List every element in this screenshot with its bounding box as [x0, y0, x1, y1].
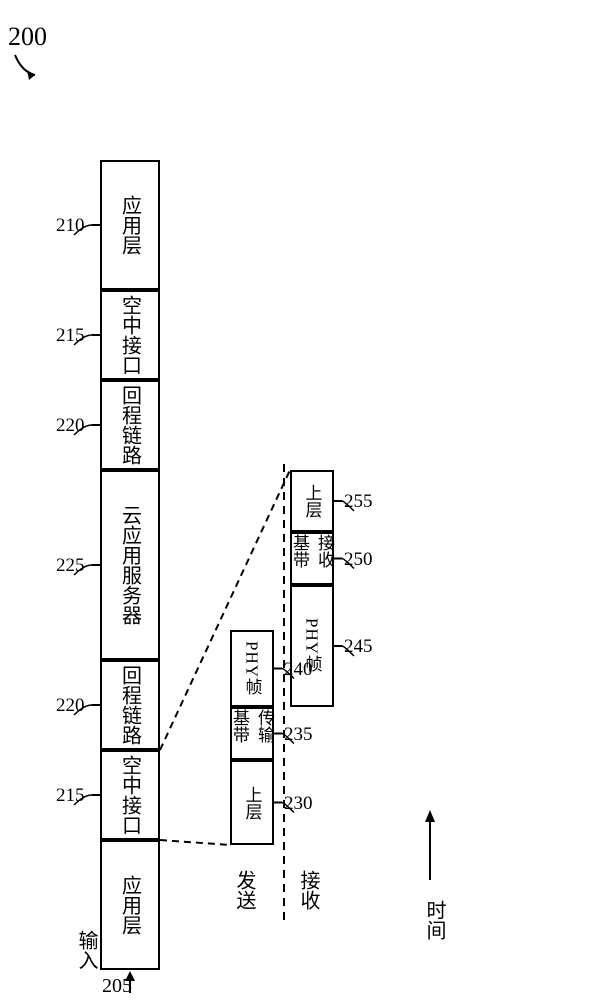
input-ref: 205 [102, 975, 132, 998]
box: PHY帧 [230, 630, 274, 707]
input-label-text: 输入 [75, 930, 97, 970]
send-label-text: 发送 [233, 870, 255, 910]
box: 应用层 [100, 160, 160, 290]
ref-number: 240 [284, 659, 313, 681]
box: 传输基带 [230, 707, 274, 760]
input-ref-text: 205 [102, 975, 132, 997]
ref-number: 215 [56, 325, 85, 347]
figure-ref-text: 200 [8, 22, 47, 51]
time-label-text: 时间 [423, 900, 445, 940]
ref-number: 255 [344, 491, 373, 513]
ref-number: 230 [284, 793, 313, 815]
box: 回程链路 [100, 660, 160, 750]
ref-number: 210 [56, 215, 85, 237]
send-label: 发送 [230, 870, 259, 910]
box: 接收基带 [290, 532, 334, 585]
ref-number: 245 [344, 636, 373, 658]
box: 应用层 [100, 840, 160, 970]
ref-number: 250 [344, 549, 373, 571]
figure-ref: 200 [8, 22, 47, 52]
ref-number: 215 [56, 785, 85, 807]
input-label: 输入 [72, 930, 101, 970]
box: 上层 [290, 470, 334, 532]
box: 云应用服务器 [100, 470, 160, 660]
box: 回程链路 [100, 380, 160, 470]
ref-number: 225 [56, 555, 85, 577]
time-label: 时间 [420, 900, 449, 940]
ref-number: 220 [56, 695, 85, 717]
box: 上层 [230, 760, 274, 845]
box: 空中接口 [100, 290, 160, 380]
box: 空中接口 [100, 750, 160, 840]
recv-label: 接收 [294, 870, 323, 910]
recv-label-text: 接收 [297, 870, 319, 910]
box: PHY帧 [290, 585, 334, 707]
ref-number: 220 [56, 415, 85, 437]
ref-number: 235 [284, 724, 313, 746]
